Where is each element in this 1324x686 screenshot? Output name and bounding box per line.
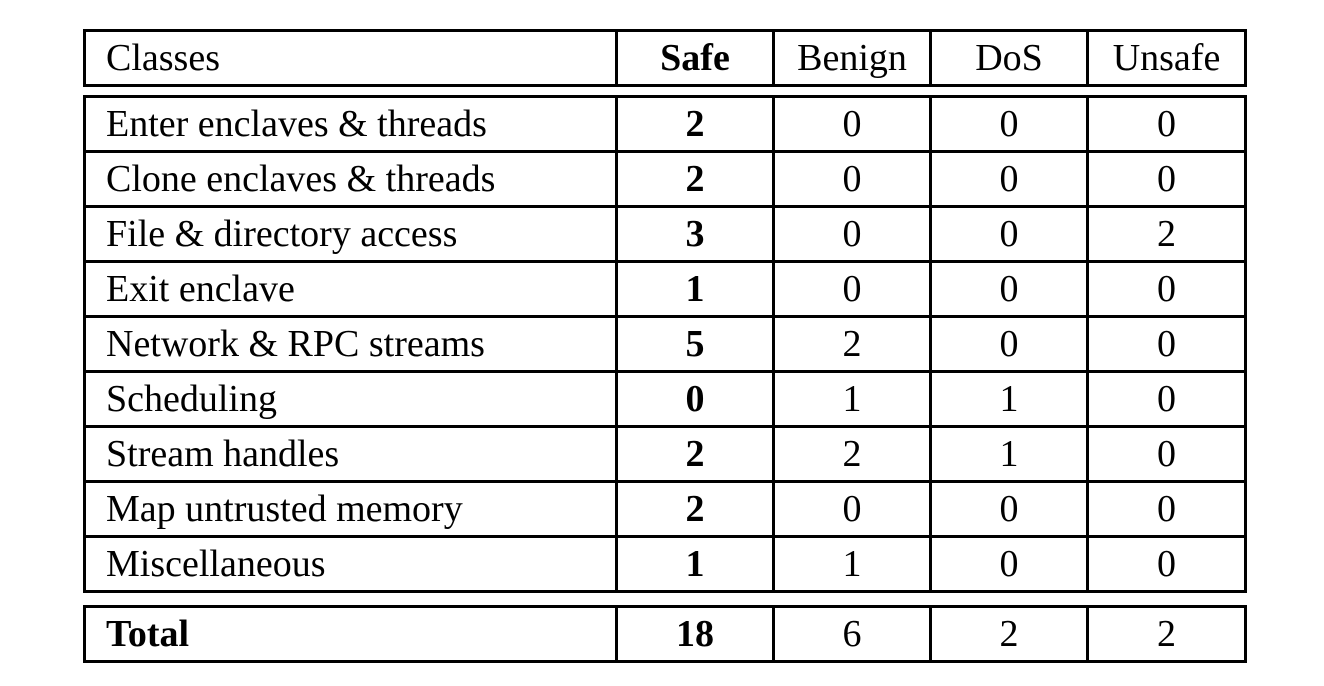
- table-row: Enter enclaves & threads 2 0 0 0: [83, 95, 1247, 153]
- unsafe-count: 0: [1086, 95, 1247, 153]
- header-row: Classes Safe Benign DoS Unsafe: [83, 29, 1247, 87]
- class-name: Stream handles: [83, 425, 618, 483]
- dos-count: 0: [929, 480, 1089, 538]
- class-name: File & directory access: [83, 205, 618, 263]
- table-row: Network & RPC streams 5 2 0 0: [83, 315, 1247, 373]
- table-header: Classes Safe Benign DoS Unsafe: [83, 29, 1247, 87]
- dos-count: 0: [929, 535, 1089, 593]
- dos-count: 1: [929, 370, 1089, 428]
- benign-count: 0: [772, 205, 932, 263]
- table-total: Total 18 6 2 2: [83, 605, 1247, 663]
- unsafe-count: 0: [1086, 370, 1247, 428]
- dos-count: 0: [929, 205, 1089, 263]
- safe-count: 1: [615, 260, 775, 318]
- benign-count: 0: [772, 95, 932, 153]
- safe-count: 3: [615, 205, 775, 263]
- safe-count: 2: [615, 95, 775, 153]
- table-row: Clone enclaves & threads 2 0 0 0: [83, 150, 1247, 208]
- safe-count: 2: [615, 150, 775, 208]
- table-row: Stream handles 2 2 1 0: [83, 425, 1247, 483]
- class-name: Miscellaneous: [83, 535, 618, 593]
- safe-count: 2: [615, 480, 775, 538]
- unsafe-count: 0: [1086, 260, 1247, 318]
- class-name: Clone enclaves & threads: [83, 150, 618, 208]
- table-row: Miscellaneous 1 1 0 0: [83, 535, 1247, 593]
- safe-count: 2: [615, 425, 775, 483]
- dos-count: 0: [929, 95, 1089, 153]
- class-name: Network & RPC streams: [83, 315, 618, 373]
- dos-count: 0: [929, 150, 1089, 208]
- header-classes: Classes: [83, 29, 618, 87]
- table-row: Scheduling 0 1 1 0: [83, 370, 1247, 428]
- benign-count: 0: [772, 480, 932, 538]
- benign-count: 2: [772, 425, 932, 483]
- total-safe: 18: [615, 605, 775, 663]
- header-benign: Benign: [772, 29, 932, 87]
- benign-count: 0: [772, 260, 932, 318]
- total-unsafe: 2: [1086, 605, 1247, 663]
- table-row: Exit enclave 1 0 0 0: [83, 260, 1247, 318]
- unsafe-count: 0: [1086, 535, 1247, 593]
- safe-count: 1: [615, 535, 775, 593]
- class-name: Scheduling: [83, 370, 618, 428]
- header-dos: DoS: [929, 29, 1089, 87]
- total-label: Total: [83, 605, 618, 663]
- table-body: Enter enclaves & threads 2 0 0 0 Clone e…: [83, 95, 1247, 593]
- class-name: Map untrusted memory: [83, 480, 618, 538]
- benign-count: 2: [772, 315, 932, 373]
- benign-count: 0: [772, 150, 932, 208]
- dos-count: 1: [929, 425, 1089, 483]
- unsafe-count: 0: [1086, 315, 1247, 373]
- header-unsafe: Unsafe: [1086, 29, 1247, 87]
- dos-count: 0: [929, 315, 1089, 373]
- unsafe-count: 2: [1086, 205, 1247, 263]
- unsafe-count: 0: [1086, 425, 1247, 483]
- total-benign: 6: [772, 605, 932, 663]
- table-row: Map untrusted memory 2 0 0 0: [83, 480, 1247, 538]
- table-row: File & directory access 3 0 0 2: [83, 205, 1247, 263]
- benign-count: 1: [772, 370, 932, 428]
- unsafe-count: 0: [1086, 480, 1247, 538]
- dos-count: 0: [929, 260, 1089, 318]
- unsafe-count: 0: [1086, 150, 1247, 208]
- total-dos: 2: [929, 605, 1089, 663]
- safe-count: 5: [615, 315, 775, 373]
- benign-count: 1: [772, 535, 932, 593]
- total-row: Total 18 6 2 2: [83, 605, 1247, 663]
- safe-count: 0: [615, 370, 775, 428]
- class-name: Exit enclave: [83, 260, 618, 318]
- class-name: Enter enclaves & threads: [83, 95, 618, 153]
- header-safe: Safe: [615, 29, 775, 87]
